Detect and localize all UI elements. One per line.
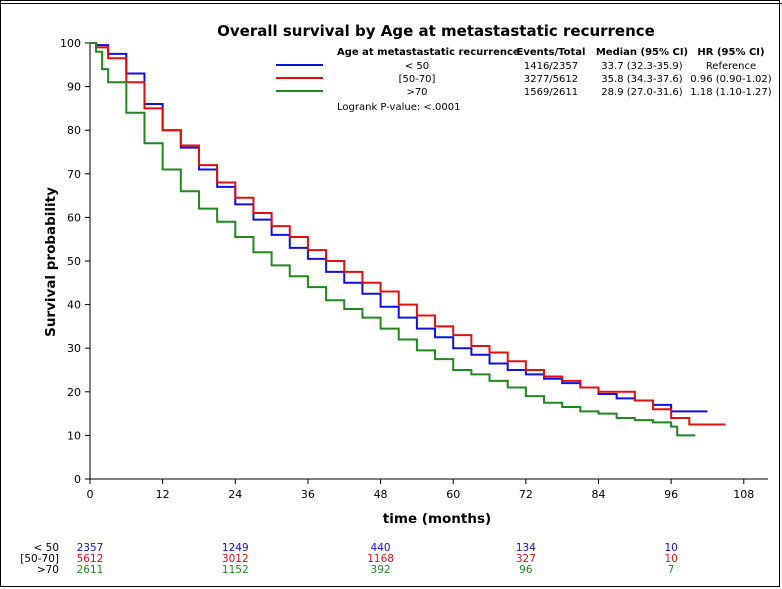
x-tick-label: 96 [664, 488, 678, 501]
x-axis-label: time (months) [383, 511, 491, 527]
risk-count: 7 [668, 564, 675, 576]
risk-count: 96 [519, 564, 533, 576]
x-tick-label: 108 [733, 488, 754, 501]
y-tick-label: 40 [67, 299, 81, 312]
survival-curve-3 [90, 42, 696, 437]
y-tick-label: 90 [67, 81, 81, 94]
frame-top-rule [0, 3, 782, 4]
risk-row-label: >70 [37, 564, 59, 576]
y-tick-label: 60 [67, 211, 81, 224]
y-tick-label: 50 [67, 255, 81, 268]
x-tick-label: 36 [301, 488, 315, 501]
risk-count: 392 [371, 564, 391, 576]
legend-logrank-pvalue: Logrank P-value: <.0001 [337, 102, 460, 113]
legend-median: 28.9 (27.0-31.6) [601, 87, 682, 98]
risk-count: 3012 [222, 553, 249, 565]
legend-hr: 1.18 (1.10-1.27) [690, 87, 771, 98]
x-tick-label: 84 [592, 488, 606, 501]
legend-hr: Reference [706, 61, 756, 72]
y-axis-label: Survival probability [43, 187, 59, 337]
x-tick-label: 0 [87, 488, 94, 501]
legend-header-median: Median (95% CI) [596, 47, 688, 58]
legend-hr: 0.96 (0.90-1.02) [690, 74, 771, 85]
legend-events-total: 1569/2611 [524, 87, 578, 98]
axes: 0 12 24 36 48 60 72 84 96 108 0 10 20 30 40 50 60 70 80 90 1… [60, 37, 768, 501]
y-tick-label: 30 [67, 342, 81, 355]
survival-curve-1 [90, 42, 708, 413]
legend-group-name: < 50 [405, 61, 429, 72]
risk-count: 440 [371, 542, 391, 554]
risk-row-label: [50-70] [20, 553, 59, 565]
y-tick-label: 100 [60, 37, 81, 50]
risk-count: 1152 [222, 564, 249, 576]
legend-events-total: 1416/2357 [524, 61, 578, 72]
y-tick-label: 0 [74, 473, 81, 486]
y-tick-label: 10 [67, 429, 81, 442]
legend-header-hr: HR (95% CI) [697, 47, 764, 58]
x-tick-label: 12 [156, 488, 170, 501]
risk-count: 10 [664, 553, 677, 565]
legend-header-group: Age at metastastatic recurrence [337, 47, 520, 58]
chart-title: Overall survival by Age at metastastatic… [217, 22, 655, 40]
risk-count: 134 [516, 542, 536, 554]
y-tick-label: 20 [67, 386, 81, 399]
survival-curves [90, 42, 726, 437]
legend: Age at metastastatic recurrenceEvents/To… [276, 47, 772, 113]
x-tick-label: 24 [228, 488, 242, 501]
y-tick-label: 70 [67, 168, 81, 181]
x-tick-label: 72 [519, 488, 533, 501]
legend-events-total: 3277/5612 [524, 74, 578, 85]
risk-count: 10 [664, 542, 677, 554]
legend-group-name: >70 [406, 87, 427, 98]
legend-header-events: Events/Total [517, 47, 586, 58]
risk-count: 1168 [367, 553, 394, 565]
risk-count: 5612 [77, 553, 104, 565]
risk-count: 327 [516, 553, 536, 565]
risk-count: 1249 [222, 542, 249, 554]
legend-median: 33.7 (32.3-35.9) [601, 61, 682, 72]
legend-median: 35.8 (34.3-37.6) [601, 74, 682, 85]
x-tick-label: 48 [374, 488, 388, 501]
risk-row-label: < 50 [34, 542, 60, 554]
risk-table: < 50 2357 1249 440 134 10[50-70] 5612 3012 1168 3… [20, 542, 678, 576]
y-tick-label: 80 [67, 124, 81, 137]
risk-count: 2357 [77, 542, 104, 554]
risk-count: 2611 [77, 564, 104, 576]
legend-group-name: [50-70] [399, 74, 436, 85]
survival-curve-2 [90, 42, 726, 426]
x-tick-label: 60 [446, 488, 460, 501]
